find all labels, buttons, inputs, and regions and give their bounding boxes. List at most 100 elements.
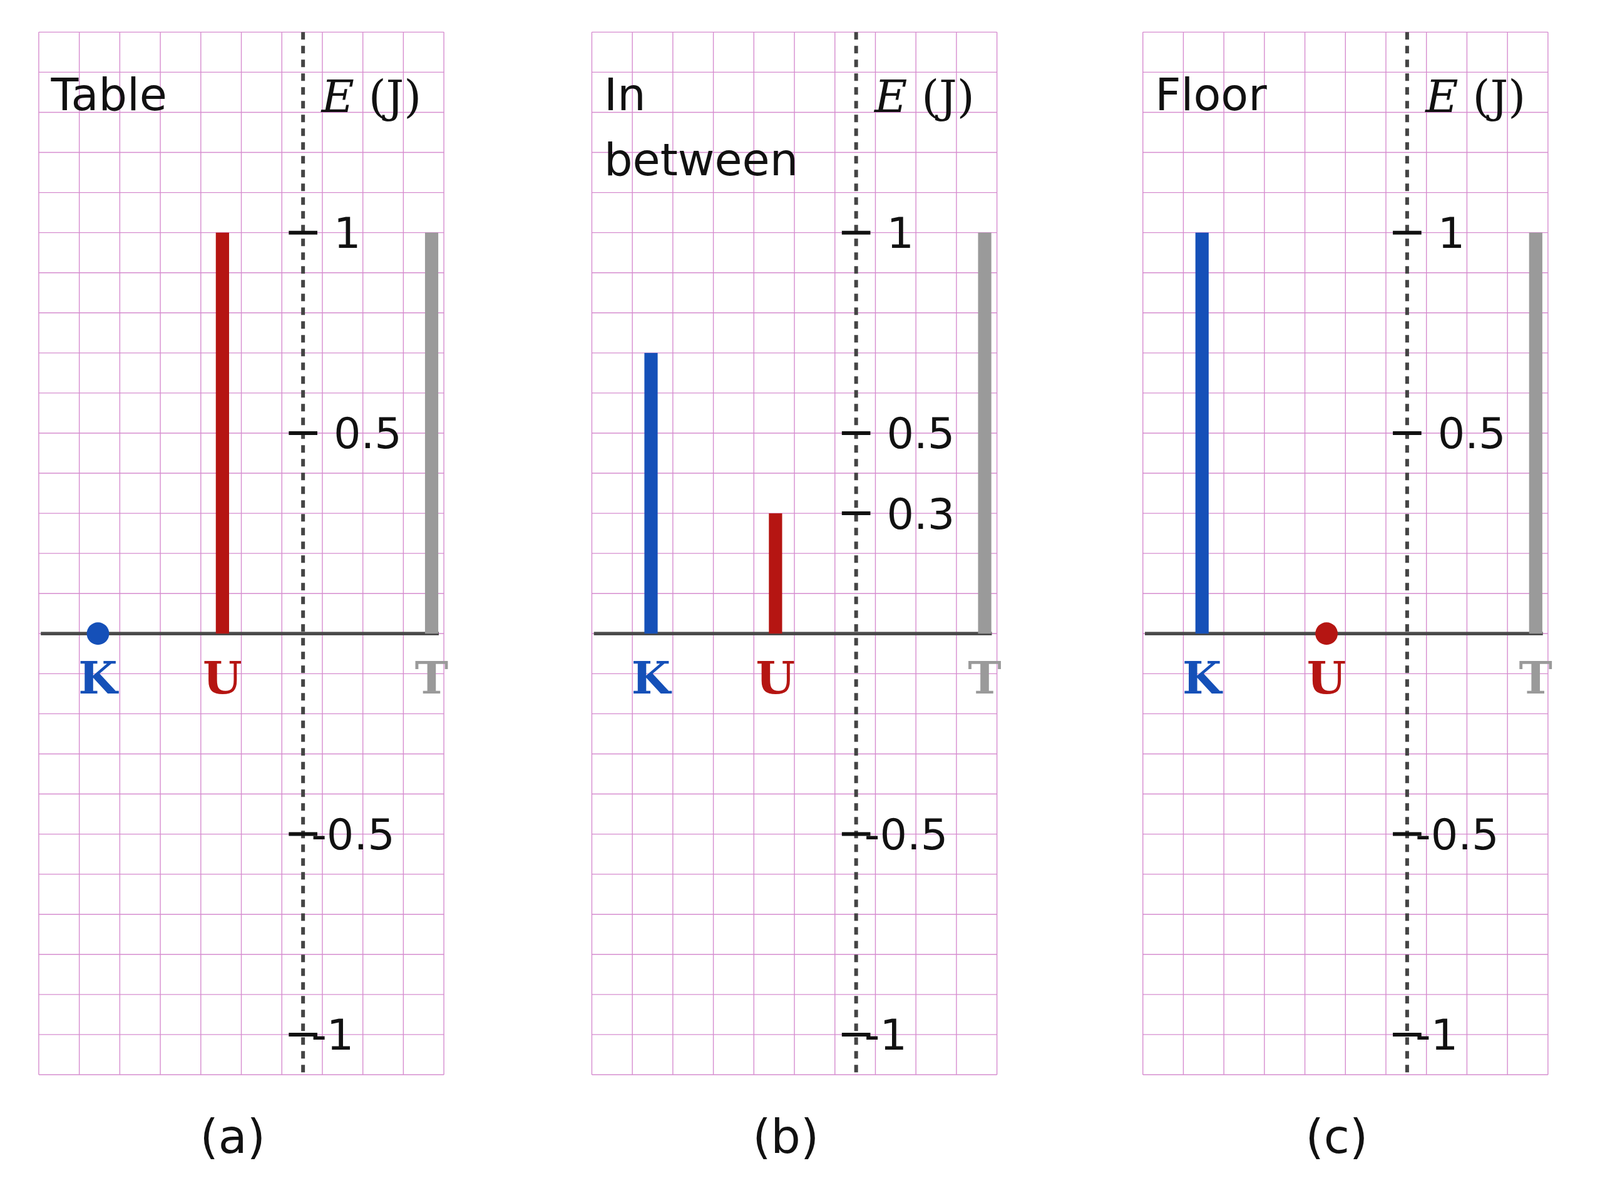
- grid-line: [591, 1074, 997, 1075]
- y-tick-label: -1: [1415, 1009, 1458, 1060]
- grid-line: [38, 593, 444, 595]
- grid-line: [1143, 753, 1549, 755]
- grid-line: [38, 913, 444, 915]
- panel: -1 -0.5 0.5 1 E (J) Table K U T (a): [38, 31, 449, 1165]
- y-tick-label: 1: [333, 207, 362, 258]
- y-tick-label: 1: [1437, 207, 1466, 258]
- grid-line: [38, 31, 444, 33]
- y-tick-label: 0.3: [887, 488, 956, 539]
- category-label: T: [1519, 651, 1553, 705]
- zero-marker: [87, 622, 110, 645]
- y-tick-label: 1: [887, 207, 915, 258]
- panel: -1 -0.5 0.3 0.5 1 E (J) Inbetween K U T (b): [591, 31, 1001, 1165]
- grid-line: [1143, 192, 1549, 193]
- y-tick: [288, 431, 318, 436]
- marks: [87, 232, 439, 646]
- y-axis: [1405, 31, 1410, 1075]
- grid: [1143, 31, 1549, 1075]
- y-tick: [841, 511, 871, 516]
- y-tick-label: -0.5: [311, 809, 395, 860]
- grid-line: [591, 793, 997, 795]
- y-tick-label: 0.5: [1437, 408, 1507, 459]
- y-tick-label: 0.5: [887, 408, 956, 459]
- grid-line: [591, 713, 997, 715]
- bar: [644, 353, 658, 634]
- panel-caption: (a): [199, 1109, 265, 1165]
- grid-line: [38, 994, 444, 995]
- category-label: K: [78, 651, 119, 705]
- grid-line: [38, 793, 444, 795]
- panel-title: Floor: [1154, 68, 1267, 121]
- zero-marker: [1315, 622, 1338, 645]
- grid-line: [38, 1034, 444, 1035]
- grid-line: [38, 552, 444, 554]
- grid-line: [591, 753, 997, 755]
- marks: [1195, 232, 1543, 646]
- grid-line: [1143, 793, 1549, 795]
- panel-title: Table: [50, 68, 168, 121]
- y-tick-label: 0.5: [333, 408, 402, 459]
- figure: -1 -0.5 0.5 1 E (J) Table K U T (a) -1 -0.5 0.3 0.5 1 E…: [0, 0, 1600, 1198]
- y-tick-label: -1: [311, 1009, 354, 1060]
- bar: [768, 513, 782, 634]
- category-label: K: [1182, 651, 1224, 705]
- y-tick: [841, 230, 871, 235]
- grid-line: [1143, 913, 1549, 915]
- grid-line: [591, 232, 997, 233]
- grid-line: [591, 272, 997, 273]
- grid-line: [1143, 713, 1549, 715]
- grid-line: [1143, 1034, 1549, 1035]
- grid-line: [38, 352, 444, 354]
- y-tick: [841, 431, 871, 436]
- bar: [425, 232, 439, 635]
- grid-line: [38, 152, 444, 153]
- y-axis-label: E (J): [319, 70, 422, 123]
- y-axis: [854, 31, 859, 1075]
- y-tick: [1392, 431, 1422, 436]
- grid-line: [1143, 873, 1549, 875]
- y-axis-label: E (J): [1424, 70, 1526, 123]
- grid-line: [591, 31, 997, 33]
- grid-line: [1143, 1074, 1549, 1075]
- grid-line: [1143, 994, 1549, 995]
- panel-title: Inbetween: [604, 68, 799, 186]
- grid-line: [38, 953, 444, 955]
- grid-line: [1143, 31, 1549, 33]
- category-label: K: [631, 651, 673, 705]
- y-tick-label: -0.5: [1415, 809, 1500, 860]
- category-label: T: [415, 651, 449, 705]
- y-axis-label: E (J): [873, 70, 975, 123]
- grid-line: [38, 192, 444, 193]
- grid-line: [38, 873, 444, 875]
- category-label: U: [756, 651, 796, 705]
- bar: [1529, 232, 1543, 635]
- y-tick: [1392, 230, 1422, 235]
- grid-line: [38, 753, 444, 755]
- y-tick-label: -1: [864, 1009, 908, 1060]
- grid-line: [591, 192, 997, 193]
- y-tick: [288, 230, 318, 235]
- grid: [591, 31, 997, 1075]
- grid-line: [38, 713, 444, 715]
- grid-line: [38, 272, 444, 273]
- y-tick-label: -0.5: [864, 809, 949, 860]
- grid-line: [1143, 152, 1549, 153]
- grid-line: [38, 392, 444, 394]
- bar: [1195, 232, 1209, 635]
- marks: [644, 232, 991, 635]
- panel-caption: (b): [752, 1109, 819, 1165]
- grid-line: [38, 512, 444, 514]
- grid-line: [591, 1034, 997, 1035]
- category-label: U: [202, 651, 243, 705]
- bar: [977, 232, 991, 635]
- grid-line: [591, 953, 997, 955]
- grid-line: [591, 312, 997, 313]
- grid-line: [591, 913, 997, 915]
- category-label: U: [1307, 651, 1347, 705]
- grid-line: [38, 232, 444, 233]
- grid-line: [38, 1074, 444, 1075]
- grid-line: [38, 472, 444, 474]
- grid-line: [1143, 953, 1549, 955]
- y-axis: [301, 31, 305, 1075]
- category-label: T: [967, 651, 1001, 705]
